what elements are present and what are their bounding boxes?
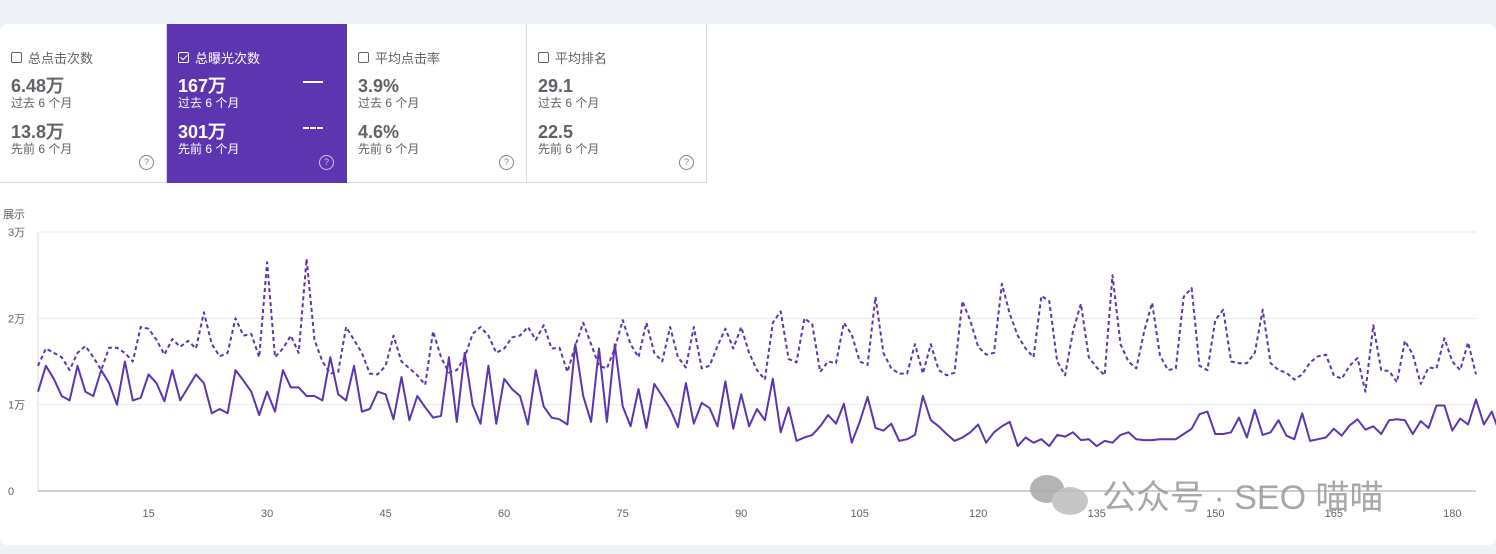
metric-value: 13.8万 [11, 122, 65, 142]
metric-value: 6.48万 [11, 76, 65, 96]
previous-metric: 13.8万 先前 6 个月 [11, 122, 72, 156]
metric-label: 总点击次数 [28, 51, 94, 66]
metric-card-clicks[interactable]: 总点击次数 6.48万 过去 6 个月 13.8万 先前 6 个月 ? [0, 24, 167, 183]
metric-value: 22.5 [538, 122, 574, 142]
help-icon[interactable]: ? [499, 155, 514, 170]
performance-panel: 总点击次数 6.48万 过去 6 个月 13.8万 先前 6 个月 ? 总曝光次… [0, 24, 1496, 545]
metric-card-header[interactable]: 总曝光次数 [178, 48, 260, 67]
checkbox-position[interactable] [538, 52, 549, 63]
y-tick-label: 3万 [8, 227, 25, 239]
y-tick-label: 2万 [8, 313, 25, 325]
metric-period: 先前 6 个月 [358, 142, 420, 156]
metric-period: 过去 6 个月 [358, 96, 420, 110]
metric-period: 先前 6 个月 [11, 142, 73, 156]
checkbox-ctr[interactable] [358, 52, 369, 63]
metric-card-header[interactable]: 平均点击率 [358, 48, 440, 67]
series-line-previous [37, 257, 1477, 393]
metric-value: 29.1 [538, 76, 574, 96]
metric-label: 平均点击率 [375, 51, 441, 66]
metric-label: 总曝光次数 [195, 51, 261, 66]
help-icon[interactable]: ? [319, 155, 334, 170]
x-tick-label: 90 [735, 508, 747, 520]
current-metric: 29.1 过去 6 个月 [538, 76, 599, 110]
x-tick-label: 30 [261, 508, 273, 520]
metric-card-impressions[interactable]: 总曝光次数 167万 过去 6 个月 301万 先前 6 个月 ? [167, 24, 347, 183]
x-tick-label: 135 [1088, 508, 1106, 520]
wechat-icon [1030, 474, 1088, 515]
metric-card-ctr[interactable]: 平均点击率 3.9% 过去 6 个月 4.6% 先前 6 个月 ? [347, 24, 527, 183]
current-metric: 6.48万 过去 6 个月 [11, 76, 72, 110]
y-axis-label: 展示 [3, 208, 25, 221]
metric-value: 3.9% [358, 76, 400, 96]
solid-line-legend-icon [303, 81, 323, 83]
dashed-line-legend-icon [303, 127, 323, 129]
x-tick-label: 165 [1325, 508, 1343, 520]
metric-period: 过去 6 个月 [11, 96, 73, 110]
y-tick-label: 1万 [8, 400, 25, 412]
metric-value: 4.6% [358, 122, 400, 142]
previous-metric: 4.6% 先前 6 个月 [358, 122, 419, 156]
series-line-current [37, 343, 1496, 448]
x-tick-label: 180 [1443, 508, 1461, 520]
metric-card-header[interactable]: 平均排名 [538, 48, 607, 67]
help-icon[interactable]: ? [139, 155, 154, 170]
metric-period: 过去 6 个月 [178, 96, 240, 110]
current-metric: 167万 过去 6 个月 [178, 76, 239, 110]
metric-period: 先前 6 个月 [538, 142, 600, 156]
x-tick-label: 15 [142, 508, 154, 520]
x-tick-label: 75 [617, 508, 629, 520]
checkbox-clicks[interactable] [11, 52, 22, 63]
metric-card-header[interactable]: 总点击次数 [11, 48, 93, 67]
x-tick-label: 105 [851, 508, 869, 520]
metric-card-position[interactable]: 平均排名 29.1 过去 6 个月 22.5 先前 6 个月 ? [527, 24, 707, 183]
metric-period: 先前 6 个月 [178, 142, 240, 156]
x-tick-label: 150 [1206, 508, 1224, 520]
metric-label: 平均排名 [555, 51, 608, 66]
metric-value: 167万 [178, 76, 227, 96]
chart-svg[interactable]: 展示 0 1万 2万 3万 15 30 45 60 75 90 105 120 135 150 165 180 [0, 204, 1496, 545]
watermark: 公众号 · SEO 喵喵 [1030, 470, 1383, 519]
x-tick-label: 45 [380, 508, 392, 520]
previous-metric: 22.5 先前 6 个月 [538, 122, 599, 156]
watermark-text: 公众号 · SEO 喵喵 [1102, 479, 1384, 517]
checkbox-impressions[interactable] [178, 52, 189, 63]
current-metric: 3.9% 过去 6 个月 [358, 76, 419, 110]
metric-value: 301万 [178, 122, 227, 142]
previous-metric: 301万 先前 6 个月 [178, 122, 239, 156]
x-tick-label: 120 [969, 508, 987, 520]
impressions-chart[interactable]: 展示 0 1万 2万 3万 15 30 45 60 75 90 105 120 135 150 165 180 [0, 204, 1496, 545]
help-icon[interactable]: ? [679, 155, 694, 170]
metric-period: 过去 6 个月 [538, 96, 600, 110]
y-tick-label: 0 [8, 486, 14, 498]
x-tick-label: 60 [498, 508, 510, 520]
metric-cards: 总点击次数 6.48万 过去 6 个月 13.8万 先前 6 个月 ? 总曝光次… [0, 24, 707, 183]
